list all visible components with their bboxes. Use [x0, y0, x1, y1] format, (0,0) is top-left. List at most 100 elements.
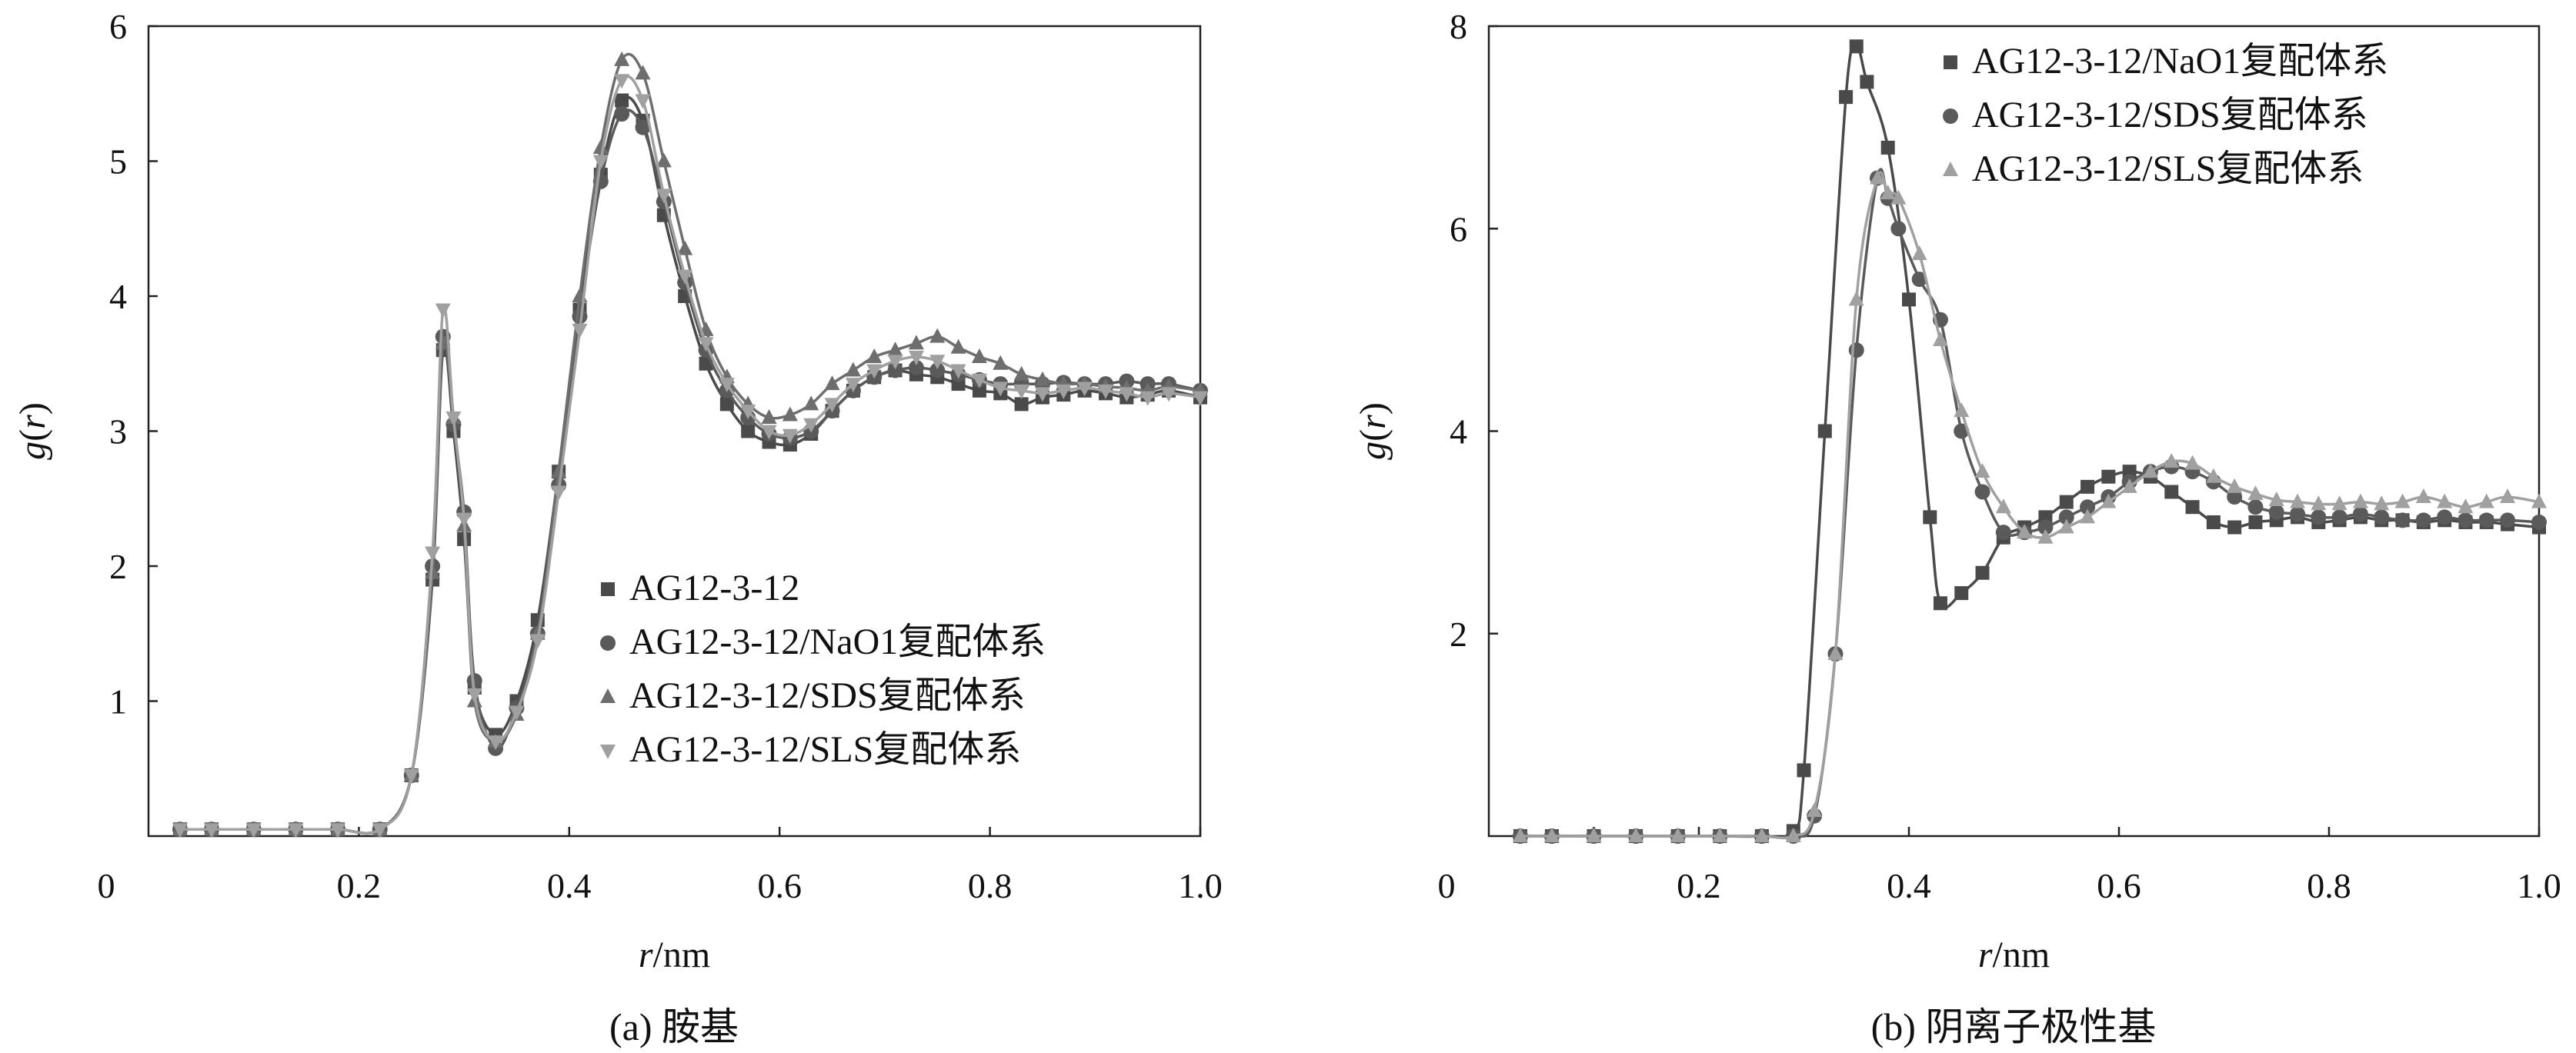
- data-point: [803, 395, 819, 411]
- legend-marker: [1943, 162, 1958, 176]
- x-axis-title: r/nm: [639, 935, 710, 975]
- series-line: [179, 75, 1201, 835]
- data-point: [2164, 452, 2180, 468]
- data-point: [1797, 763, 1811, 778]
- data-point: [2101, 493, 2117, 508]
- data-point: [204, 823, 220, 838]
- chart-panel-b: 2 4 6 8 0.2 0.4 0.6 0.8 1.0 0 g(r) r/nm (b) 阴离子极性基 AG…: [1353, 7, 2561, 1048]
- data-point: [615, 93, 629, 108]
- data-point: [2185, 500, 2200, 515]
- series-triangle-down: [172, 74, 1208, 838]
- data-point: [1995, 525, 2011, 541]
- data-point: [1119, 387, 1135, 402]
- legend-label: AG12-3-12/SLS复配体系: [629, 729, 1021, 770]
- data-point: [2017, 524, 2033, 539]
- legend-entry: AG12-3-12: [601, 568, 799, 608]
- data-point: [2248, 515, 2263, 529]
- data-point: [2290, 493, 2306, 508]
- data-point: [592, 155, 609, 170]
- data-point: [719, 378, 735, 393]
- legend-label: AG12-3-12: [629, 568, 799, 608]
- data-point: [1848, 291, 1864, 306]
- data-point: [1056, 384, 1072, 399]
- data-point: [425, 546, 441, 561]
- origin-label: 0: [98, 866, 115, 905]
- data-point: [2458, 512, 2474, 528]
- data-point: [677, 269, 693, 285]
- data-point: [592, 138, 609, 154]
- x-tick-label: 0.2: [337, 866, 382, 905]
- data-point: [2268, 492, 2284, 507]
- data-point: [1817, 424, 1832, 438]
- data-point: [1849, 39, 1864, 54]
- data-point: [245, 823, 262, 838]
- data-point: [2500, 512, 2516, 528]
- data-point: [635, 65, 651, 80]
- data-point: [1013, 384, 1029, 399]
- data-point: [1014, 397, 1029, 412]
- y-tick-label: 3: [109, 412, 127, 452]
- data-point: [1974, 463, 1990, 478]
- data-point: [2352, 506, 2368, 522]
- legend-marker: [1944, 55, 1957, 69]
- data-point: [1785, 828, 1801, 842]
- x-tick-label: 0.8: [968, 866, 1013, 905]
- data-point: [656, 152, 672, 168]
- y-tick-label: 2: [1450, 615, 1467, 654]
- data-point: [330, 823, 346, 838]
- data-point: [2415, 488, 2431, 504]
- y-tick-label: 4: [1450, 412, 1467, 452]
- data-point: [435, 335, 451, 350]
- data-point: [2478, 512, 2494, 528]
- y-tick-label: 1: [109, 682, 127, 721]
- legend-entry: AG12-3-12/SLS复配体系: [1943, 148, 2364, 189]
- data-point: [677, 240, 693, 255]
- data-point: [2374, 495, 2390, 511]
- data-point: [887, 342, 903, 357]
- data-point: [2311, 495, 2327, 511]
- data-point: [2058, 518, 2074, 534]
- legend-marker: [600, 688, 616, 703]
- legend-marker: [1943, 108, 1958, 124]
- data-point: [2142, 463, 2158, 478]
- x-tick-label: 0.4: [1887, 866, 1931, 905]
- data-point: [2394, 512, 2411, 528]
- legend-marker: [600, 635, 616, 651]
- data-point: [572, 323, 588, 338]
- data-point: [950, 338, 966, 354]
- data-point: [2290, 506, 2306, 522]
- x-tick-label: 0.8: [2307, 866, 2351, 905]
- data-point: [2164, 485, 2179, 499]
- data-point: [1628, 828, 1644, 842]
- data-point: [1954, 402, 1970, 418]
- data-point: [1890, 189, 1907, 205]
- data-point: [2415, 512, 2431, 528]
- x-tick-label: 0.4: [547, 866, 592, 905]
- data-point: [172, 823, 189, 838]
- data-point: [2394, 493, 2411, 508]
- data-point: [866, 348, 883, 363]
- data-point: [1975, 565, 1990, 580]
- x-tick-label: 1.0: [1178, 866, 1223, 905]
- series-circle: [1512, 168, 2547, 844]
- data-point: [2437, 493, 2453, 508]
- data-point: [2247, 485, 2264, 501]
- legend-label: AG12-3-12/SDS复配体系: [629, 675, 1026, 716]
- data-point: [1097, 384, 1113, 399]
- panel-caption: (b) 阴离子极性基: [1871, 1005, 2157, 1048]
- data-point: [1902, 292, 1916, 307]
- series-circle: [172, 106, 1208, 838]
- data-point: [908, 360, 924, 376]
- data-point: [761, 425, 777, 440]
- data-point: [2268, 504, 2284, 520]
- data-point: [740, 405, 756, 420]
- data-point: [993, 355, 1009, 370]
- series-square: [173, 93, 1207, 837]
- data-point: [803, 418, 819, 433]
- data-point: [2121, 478, 2137, 493]
- data-point: [1880, 140, 1895, 155]
- data-point: [614, 74, 630, 89]
- data-point: [1543, 828, 1560, 842]
- data-point: [2352, 493, 2368, 508]
